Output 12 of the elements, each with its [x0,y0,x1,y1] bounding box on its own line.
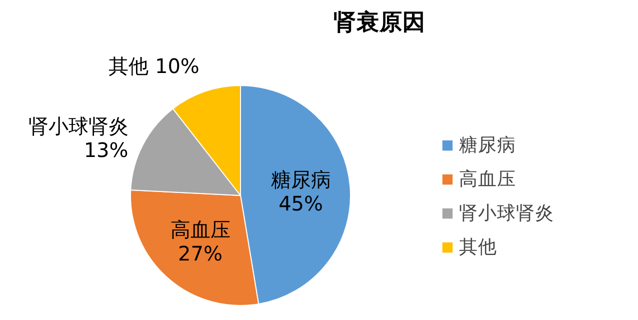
slice-label: 糖尿病 [270,168,331,192]
category-label: 其他 10% [108,54,200,78]
legend-label: 高血压 [459,168,516,192]
data-label: 45% [278,192,324,216]
chart-title: 肾衰原因 [334,8,426,36]
slice-label: 肾小球肾炎 [28,114,128,138]
data-label: 13% [84,138,128,162]
legend-label: 肾小球肾炎 [459,202,554,226]
legend-label: 其他 [459,236,497,260]
slice-label: 高血压 [170,218,230,242]
legend-label: 糖尿病 [459,134,516,158]
data-label: 27% [178,242,222,266]
